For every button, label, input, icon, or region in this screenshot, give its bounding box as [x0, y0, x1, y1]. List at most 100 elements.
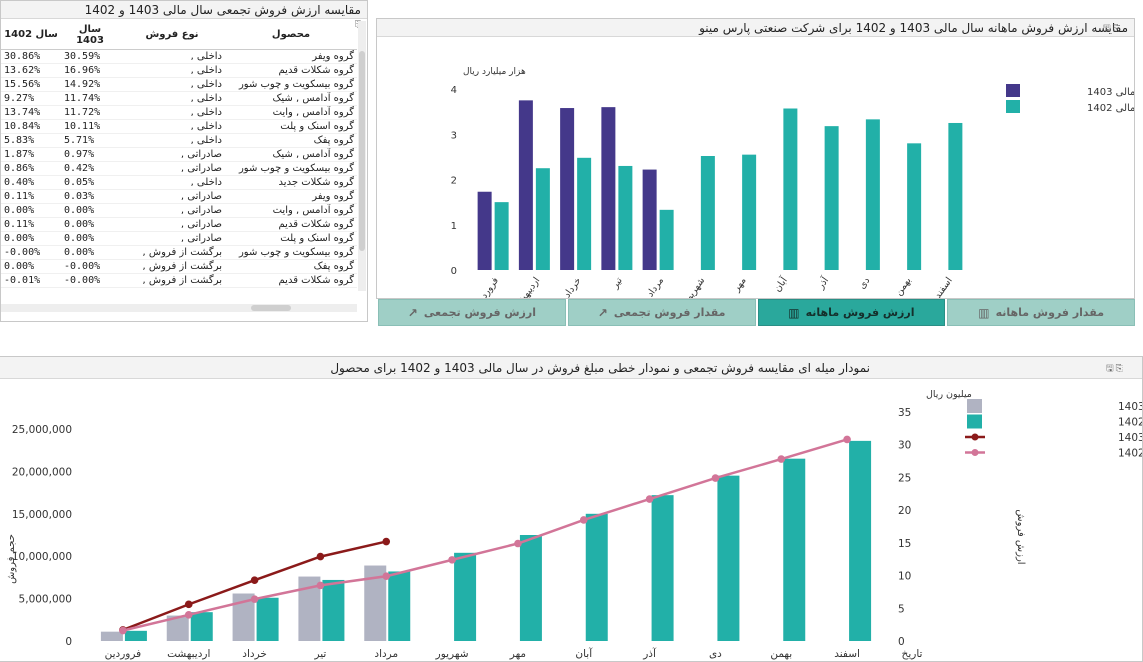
legend-label: ارزش فروش تجمعی 1403 [1118, 432, 1143, 444]
x-axis-label: تاریخ [902, 648, 923, 660]
cell-type: صادراتی , [119, 147, 225, 162]
export-icon[interactable]: 🖫⎘ [1106, 364, 1125, 374]
bar-1402 [907, 143, 922, 270]
col-1403[interactable]: سال 1403 [61, 21, 119, 50]
table-row[interactable]: گروه اسنک و پلت صادراتی , 0.00% 0.00% [1, 231, 357, 246]
cell-v1403: 10.11% [61, 119, 119, 134]
bar-حجمفروشتجمعی1403 [232, 593, 255, 641]
bar-حجمفروشتجمعی1402 [519, 535, 542, 641]
x-tick-label: اردیبهشت [511, 275, 542, 299]
bar-1402 [535, 168, 550, 270]
line-point [579, 516, 588, 524]
tab-0[interactable]: مقدار فروش ماهانه ▥ [947, 299, 1135, 326]
x-tick-label: آذر [813, 274, 831, 292]
cell-type: داخلی , [119, 49, 225, 64]
cell-v1402: 0.00% [1, 231, 61, 246]
cell-v1402: -0.01% [1, 273, 61, 288]
right-tick-label: 0 [898, 636, 905, 648]
cell-type: صادراتی , [119, 161, 225, 176]
table-row[interactable]: گروه بیسکویت و چوب شور داخلی , 14.92% 15.56… [1, 77, 357, 92]
table-row[interactable]: گروه شکلات قدیم صادراتی , 0.00% 0.11% [1, 217, 357, 232]
cell-v1403: 0.42% [61, 161, 119, 176]
table-row[interactable]: گروه پفک داخلی , 5.71% 5.83% [1, 133, 357, 148]
line-point [316, 552, 325, 561]
x-tick-label: آذر [642, 647, 657, 660]
line-chart-icon: ↗ [407, 305, 418, 320]
bar-1403 [560, 108, 575, 270]
cell-v1402: -0.00% [1, 245, 61, 260]
x-tick-label: فروردین [473, 275, 501, 299]
tab-1[interactable]: ارزش فروش ماهانه ▥ [757, 299, 946, 326]
bar-1402 [700, 156, 715, 270]
line-point [250, 595, 259, 603]
cell-product: گروه آدامس , وایت [225, 203, 357, 218]
tab-2[interactable]: مقدار فروش تجمعی ↗ [567, 299, 756, 326]
bar-1403 [642, 169, 657, 270]
col-product[interactable]: محصول [225, 21, 357, 50]
legend-label: سال مالی 1402 [1087, 103, 1135, 114]
bar-1403 [601, 107, 616, 271]
monthly-chart-panel: مقایسه ارزش فروش ماهانه سال مالی 1403 و … [376, 18, 1135, 299]
cell-product: گروه شکلات قدیم [225, 217, 357, 232]
y-tick-label: 2 [451, 176, 457, 187]
cell-v1402: 0.00% [1, 203, 61, 218]
monthly-bar-chart: هزار میلیارد ریال 0 1 2 3 4 فروردین اردیبهشت خرد… [451, 67, 1135, 299]
right-tick-label: 30 [898, 440, 911, 452]
table-row[interactable]: گروه ویفر صادراتی , 0.03% 0.11% [1, 189, 357, 204]
table-row[interactable]: گروه اسنک و پلت داخلی , 10.11% 10.84% [1, 119, 357, 134]
cell-product: گروه ویفر [225, 49, 357, 64]
y-tick-label: 0 [451, 266, 457, 277]
table-row[interactable]: گروه آدامس , شیک داخلی , 11.74% 9.27% [1, 91, 357, 106]
cell-type: داخلی , [119, 119, 225, 134]
cell-type: داخلی , [119, 105, 225, 120]
chart-tabs: مقدار فروش ماهانه ▥ ارزش فروش ماهانه ▥ مقدار… [376, 299, 1135, 326]
cell-type: داخلی , [119, 77, 225, 92]
cell-product: گروه بیسکویت و چوب شور [225, 161, 357, 176]
table-vertical-scrollbar[interactable] [358, 21, 366, 291]
cell-product: گروه آدامس , شیک [225, 147, 357, 162]
tab-3[interactable]: ارزش فروش تجمعی ↗ [378, 299, 566, 326]
cell-v1402: 0.11% [1, 217, 61, 232]
right-tick-label: 25 [898, 472, 911, 484]
cell-v1402: 13.74% [1, 105, 61, 120]
table-row[interactable]: گروه آدامس , وایت صادراتی , 0.00% 0.00% [1, 203, 357, 218]
line-point [711, 474, 720, 482]
table-row[interactable]: گروه شکلات قدیم داخلی , 16.96% 13.62% [1, 63, 357, 78]
legend-swatch [1006, 100, 1020, 113]
table-row[interactable]: گروه بیسکویت و چوب شور برگشت از فروش , 0.0… [1, 245, 357, 260]
table-row[interactable]: گروه ویفر داخلی , 30.59% 30.86% [1, 49, 357, 64]
table-row[interactable]: گروه شکلات قدیم برگشت از فروش , -0.00% -0.0… [1, 273, 357, 288]
cell-product: گروه شکلات جدید [225, 175, 357, 190]
table-row[interactable]: گروه آدامس , وایت داخلی , 11.72% 13.74% [1, 105, 357, 120]
bar-1402 [659, 209, 674, 270]
col-1402[interactable]: سال 1402 [1, 21, 61, 50]
legend-swatch [967, 414, 982, 429]
bar-حجمفروشتجمعی1403 [298, 576, 321, 641]
legend-label: حجم فروش تجمعی 1403 [1118, 401, 1143, 413]
bar-1402 [783, 108, 798, 270]
bar-1402 [618, 165, 633, 270]
cell-v1402: 5.83% [1, 133, 61, 148]
bar-حجمفروشتجمعی1402 [783, 458, 806, 641]
table-row[interactable]: گروه بیسکویت و چوب شور صادراتی , 0.42% 0.86… [1, 161, 357, 176]
x-tick-label: اسفند [932, 275, 954, 299]
line-point [448, 556, 456, 564]
bar-1402 [577, 157, 592, 270]
tab-label: مقدار فروش ماهانه [995, 306, 1104, 319]
bar-حجمفروشتجمعی1402 [322, 579, 345, 641]
export-icon[interactable]: 🖫⎘ [1103, 24, 1122, 34]
cell-product: گروه اسنک و پلت [225, 231, 357, 246]
table-row[interactable]: گروه آدامس , شیک صادراتی , 0.97% 1.87% [1, 147, 357, 162]
table-row[interactable]: گروه شکلات جدید داخلی , 0.05% 0.40% [1, 175, 357, 190]
cell-type: داخلی , [119, 175, 225, 190]
col-sale-type[interactable]: نوع فروش [119, 21, 225, 50]
cell-type: داخلی , [119, 91, 225, 106]
table-horizontal-scrollbar[interactable] [1, 304, 357, 312]
table-row[interactable]: گروه پفک برگشت از فروش , -0.00% 0.00% [1, 259, 357, 274]
cell-v1402: 13.62% [1, 63, 61, 78]
x-tick-label: اسفند [834, 648, 860, 660]
cell-v1402: 30.86% [1, 49, 61, 64]
cell-v1402: 10.84% [1, 119, 61, 134]
y-tick-label: 3 [451, 130, 457, 141]
bar-1403 [518, 100, 533, 270]
